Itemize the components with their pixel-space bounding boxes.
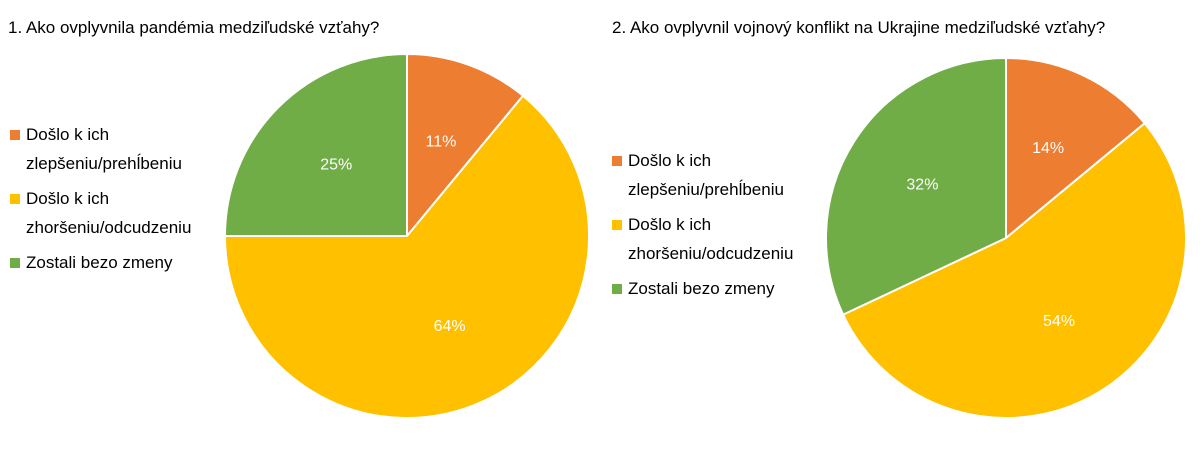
- legend-label: Došlo k ich zlepšeniu/prehĺbeniu: [26, 125, 182, 173]
- data-label: 32%: [906, 176, 938, 193]
- chart-legend: Došlo k ich zlepšeniu/prehĺbeniu Došlo k…: [10, 120, 220, 283]
- legend-item-worsened: Došlo k ich zhoršeniu/odcudzeniu: [10, 184, 220, 242]
- legend-label: Došlo k ich zhoršeniu/odcudzeniu: [628, 215, 794, 263]
- legend-swatch-green: [612, 284, 622, 294]
- legend-swatch-yellow: [10, 194, 20, 204]
- pie-plot: 14% 54% 32%: [825, 57, 1187, 419]
- data-label: 14%: [1032, 140, 1064, 157]
- legend-item-improved: Došlo k ich zlepšeniu/prehĺbeniu: [10, 120, 220, 178]
- legend-swatch-yellow: [612, 220, 622, 230]
- pie-slice-unchanged: [825, 57, 1007, 316]
- legend-swatch-orange: [612, 156, 622, 166]
- pie-chart-pandemic: 1. Ako ovplyvnila pandémia medziľudské v…: [8, 18, 590, 419]
- chart-legend: Došlo k ich zlepšeniu/prehĺbeniu Došlo k…: [612, 146, 827, 309]
- pie-slice-unchanged: [224, 53, 408, 237]
- legend-label: Zostali bezo zmeny: [628, 279, 775, 298]
- legend-item-unchanged: Zostali bezo zmeny: [10, 248, 220, 277]
- legend-item-improved: Došlo k ich zlepšeniu/prehĺbeniu: [612, 146, 827, 204]
- pie-slice-improved: [406, 53, 525, 237]
- data-label: 25%: [320, 157, 352, 174]
- pie-chart-ukraine-war: 2. Ako ovplyvnil vojnový konflikt na Ukr…: [600, 0, 1200, 450]
- pie-slice-improved: [1005, 57, 1146, 239]
- pie-slice-worsened: [224, 94, 590, 419]
- chart-title: 1. Ako ovplyvnila pandémia medziľudské v…: [8, 18, 380, 37]
- legend-label: Došlo k ich zhoršeniu/odcudzeniu: [26, 189, 192, 237]
- data-label: 54%: [1043, 313, 1075, 330]
- legend-label: Došlo k ich zlepšeniu/prehĺbeniu: [628, 151, 784, 199]
- pie-slice-worsened: [842, 122, 1187, 419]
- data-label: 11%: [425, 133, 456, 150]
- chart-title: 2. Ako ovplyvnil vojnový konflikt na Ukr…: [612, 18, 1106, 37]
- legend-label: Zostali bezo zmeny: [26, 253, 173, 272]
- legend-swatch-green: [10, 258, 20, 268]
- legend-item-unchanged: Zostali bezo zmeny: [612, 274, 827, 303]
- pie-plot: 11% 64% 25%: [224, 53, 590, 419]
- data-label: 64%: [434, 318, 466, 335]
- legend-swatch-orange: [10, 130, 20, 140]
- legend-item-worsened: Došlo k ich zhoršeniu/odcudzeniu: [612, 210, 827, 268]
